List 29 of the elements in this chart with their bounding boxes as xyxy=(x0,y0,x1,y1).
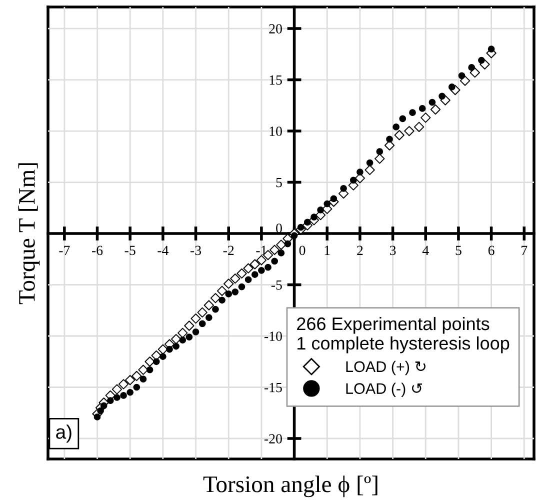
legend-label: LOAD (-) ↺ xyxy=(346,382,422,397)
y-tick-label: 0 xyxy=(276,224,282,233)
y-tick-label: 5 xyxy=(276,178,282,188)
x-tick-label: -5 xyxy=(124,246,136,256)
annotation: a) xyxy=(56,424,72,443)
legend-title: 266 Experimental points 1 complete hysteresis loop xyxy=(297,316,510,354)
x-tick-label: -4 xyxy=(158,246,168,255)
x-axis-title: Torsion angle ϕ [º] xyxy=(203,476,378,498)
y-tick-label: 20 xyxy=(269,24,282,34)
y-tick-label: 15 xyxy=(270,75,282,85)
legend-label: LOAD (+) ↻ xyxy=(346,360,426,376)
y-axis-title: Torque T [Nm] xyxy=(18,163,40,304)
x-tick-label: 4 xyxy=(422,246,429,255)
x-tick-label: 3 xyxy=(390,246,396,256)
x-tick-label: 5 xyxy=(456,246,462,256)
x-tick-label: 6 xyxy=(488,246,494,256)
x-tick-label: -6 xyxy=(92,246,103,256)
y-tick-label: -20 xyxy=(264,434,282,444)
y-tick-label: -5 xyxy=(271,280,282,290)
x-tick-label: -2 xyxy=(223,246,234,255)
y-tick-label: 10 xyxy=(270,126,282,136)
x-tick-label: 1 xyxy=(324,246,330,255)
x-tick-label: -7 xyxy=(59,246,70,255)
y-tick-label: -10 xyxy=(264,332,282,341)
x-tick-label: 2 xyxy=(357,246,363,255)
x-tick-label: 7 xyxy=(522,246,528,255)
x-tick-label: 0 xyxy=(299,246,306,256)
x-tick-label: -3 xyxy=(190,246,202,256)
y-tick-label: -15 xyxy=(264,382,282,392)
